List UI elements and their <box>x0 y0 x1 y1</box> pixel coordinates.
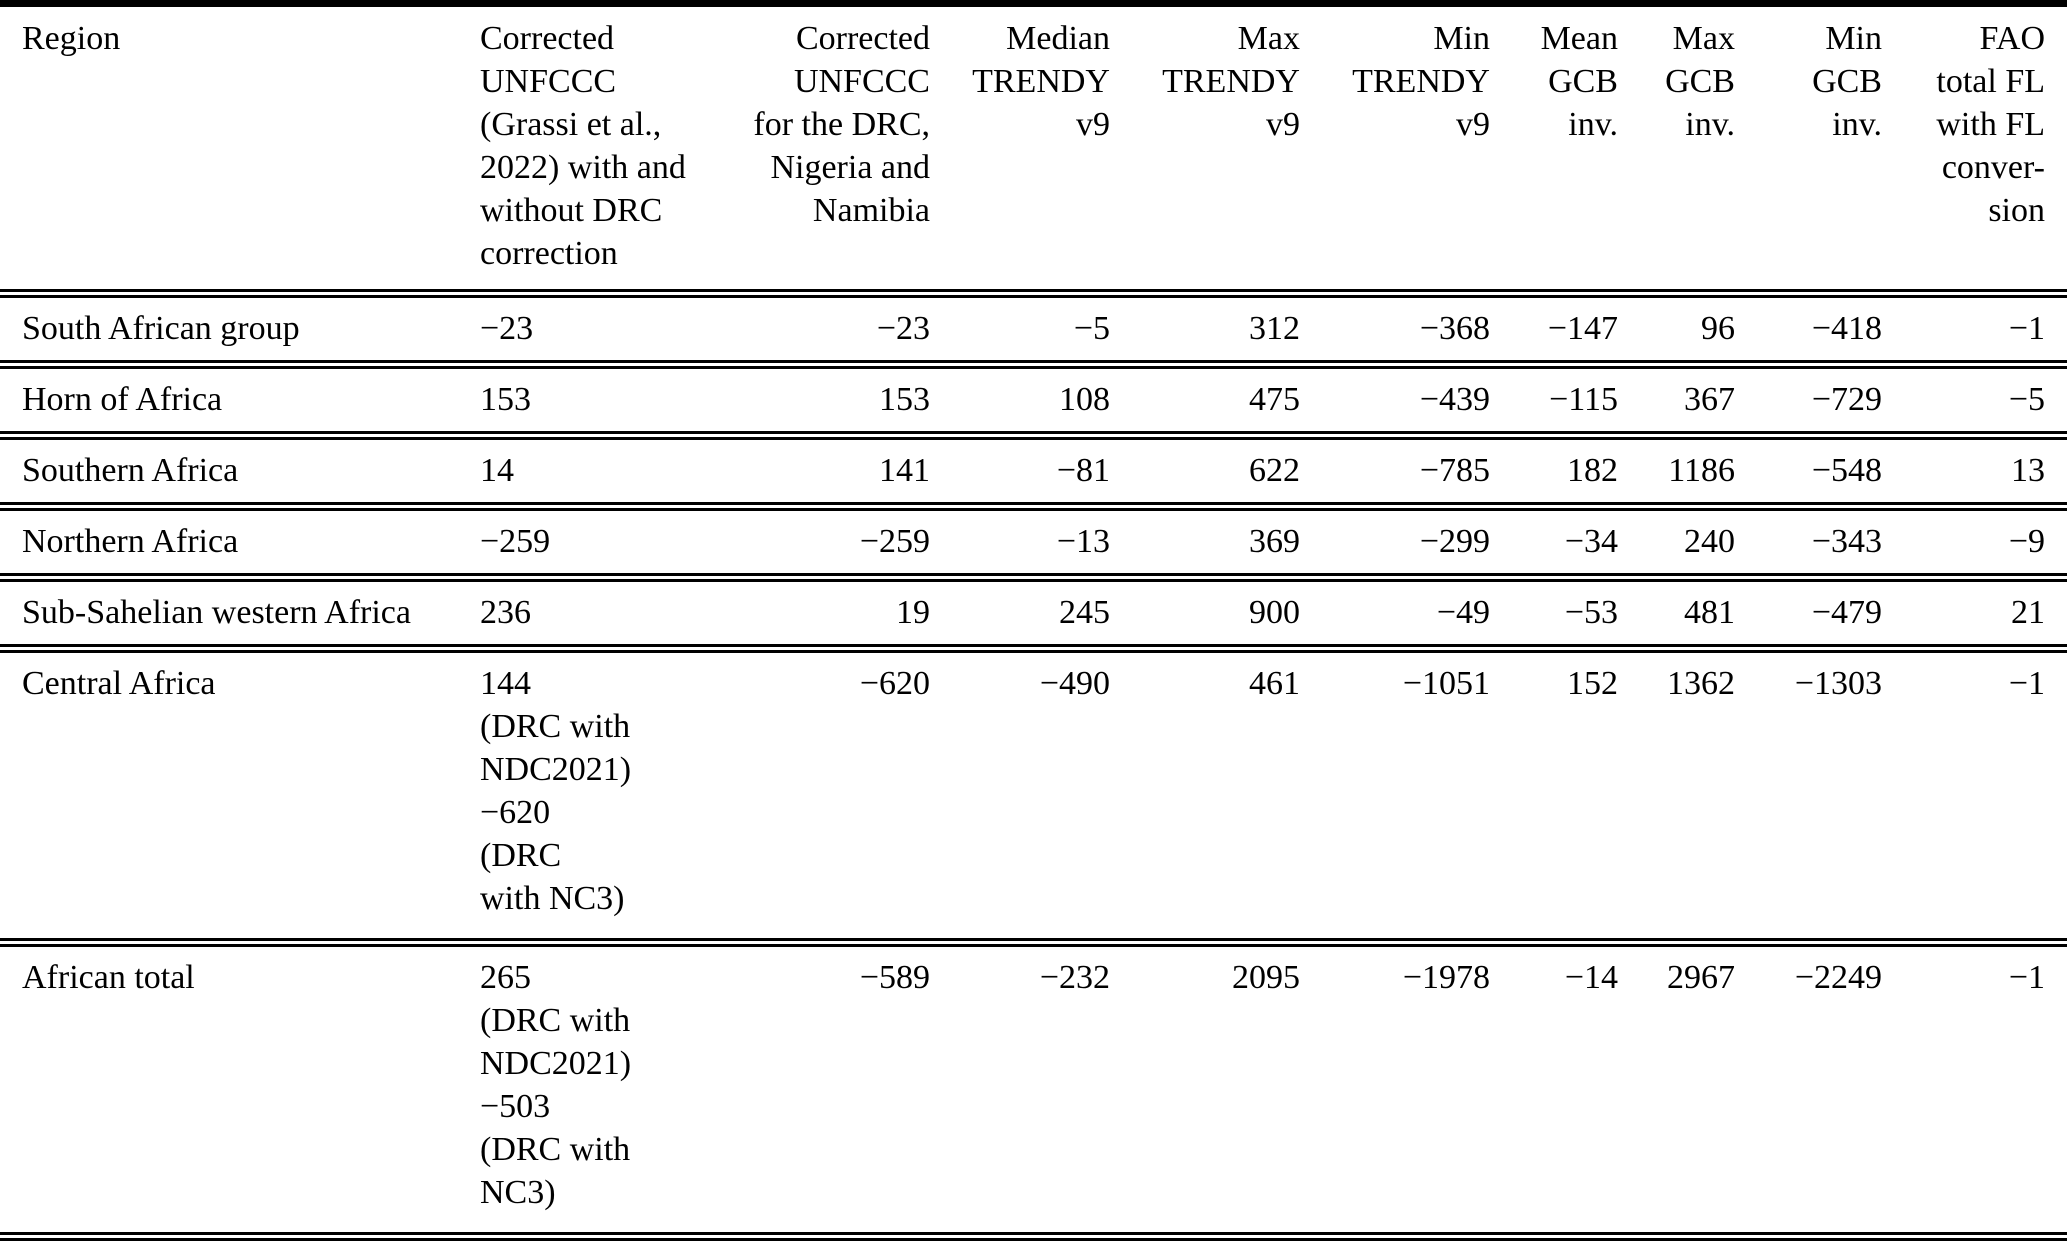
value-cell: 475 <box>1118 360 1308 436</box>
value-cell: −259 <box>708 502 938 578</box>
value-cell: 245 <box>938 573 1118 649</box>
value-cell: 153 <box>458 360 708 436</box>
table-body: South African group −23 −23 −5 312 −368 −147 96… <box>0 289 2067 1237</box>
value-cell: 481 <box>1626 573 1743 649</box>
value-cell: 141 <box>708 431 938 507</box>
value-cell: −53 <box>1498 573 1626 649</box>
value-cell: −418 <box>1743 289 1890 365</box>
value-cell: 1186 <box>1626 431 1743 507</box>
column-header: Corrected UNFCCC (Grassi et al., 2022) w… <box>480 20 686 272</box>
column-header: FAO total FL with FL conver- sion <box>1936 20 2045 229</box>
value-cell: 13 <box>1890 431 2067 507</box>
value-cell: −5 <box>1890 360 2067 436</box>
region-cell: African total <box>0 938 458 1237</box>
column-header: Min TRENDY v9 <box>1352 20 1490 143</box>
value-cell: −2249 <box>1743 938 1890 1237</box>
column-header: Mean GCB inv. <box>1540 20 1618 143</box>
value-cell: −115 <box>1498 360 1626 436</box>
value-cell: −81 <box>938 431 1118 507</box>
value-cell: −548 <box>1743 431 1890 507</box>
value-cell: −299 <box>1308 502 1498 578</box>
value-cell: 182 <box>1498 431 1626 507</box>
table-row: Horn of Africa 153 153 108 475 −439 −115 367 −72… <box>0 360 2067 436</box>
value-cell: 2967 <box>1626 938 1743 1237</box>
table-row: African total 265 (DRC with NDC2021) −503… <box>0 938 2067 1237</box>
value-cell: −49 <box>1308 573 1498 649</box>
value-cell: −343 <box>1743 502 1890 578</box>
value-cell: 240 <box>1626 502 1743 578</box>
table-row: Northern Africa −259 −259 −13 369 −299 −34 240−… <box>0 502 2067 578</box>
table-header: Region Corrected UNFCCC (Grassi et al., 2… <box>0 4 2067 294</box>
column-header: Max TRENDY v9 <box>1162 20 1300 143</box>
value-cell: −9 <box>1890 502 2067 578</box>
column-header: Corrected UNFCCC for the DRC, Nigeria an… <box>753 20 930 229</box>
value-cell: 108 <box>938 360 1118 436</box>
value-cell: 461 <box>1118 644 1308 943</box>
value-cell: −1051 <box>1308 644 1498 943</box>
table-row: South African group −23 −23 −5 312 −368 −147 96… <box>0 289 2067 365</box>
table-row: Southern Africa 14 141 −81 622 −785 182 1186 −54… <box>0 431 2067 507</box>
column-header: Min GCB inv. <box>1812 20 1882 143</box>
value-cell: −1 <box>1890 289 2067 365</box>
value-cell: −13 <box>938 502 1118 578</box>
value-cell: 900 <box>1118 573 1308 649</box>
region-cell: Horn of Africa <box>0 360 458 436</box>
value-cell: 14 <box>458 431 708 507</box>
value-cell: −259 <box>458 502 708 578</box>
value-cell: −589 <box>708 938 938 1237</box>
value-cell: −23 <box>708 289 938 365</box>
column-header: Region <box>22 20 121 57</box>
value-cell: −232 <box>938 938 1118 1237</box>
value-cell: 367 <box>1626 360 1743 436</box>
value-cell: −368 <box>1308 289 1498 365</box>
region-cell: Southern Africa <box>0 431 458 507</box>
value-cell: −1 <box>1890 644 2067 943</box>
value-cell: −785 <box>1308 431 1498 507</box>
value-cell: −5 <box>938 289 1118 365</box>
value-cell: 21 <box>1890 573 2067 649</box>
region-cell: South African group <box>0 289 458 365</box>
value-cell: 1362 <box>1626 644 1743 943</box>
column-header: Median TRENDY v9 <box>972 20 1110 143</box>
value-cell: 369 <box>1118 502 1308 578</box>
value-cell: −1 <box>1890 938 2067 1237</box>
value-cell: −1303 <box>1743 644 1890 943</box>
table-row: Central Africa 144 (DRC with NDC2021) −62… <box>0 644 2067 943</box>
value-cell: 96 <box>1626 289 1743 365</box>
value-cell: 622 <box>1118 431 1308 507</box>
region-cell: Northern Africa <box>0 502 458 578</box>
header-row: Region Corrected UNFCCC (Grassi et al., 2… <box>0 4 2067 294</box>
value-cell: −490 <box>938 644 1118 943</box>
value-cell: −729 <box>1743 360 1890 436</box>
value-cell: −147 <box>1498 289 1626 365</box>
value-cell: 19 <box>708 573 938 649</box>
value-cell: −439 <box>1308 360 1498 436</box>
value-cell: 265 (DRC with NDC2021) −503 (DRC with NC… <box>458 938 708 1237</box>
value-cell: −620 <box>708 644 938 943</box>
value-cell: 153 <box>708 360 938 436</box>
value-cell: −1978 <box>1308 938 1498 1237</box>
column-header: Max GCB inv. <box>1665 20 1735 143</box>
value-cell: 236 <box>458 573 708 649</box>
value-cell: −14 <box>1498 938 1626 1237</box>
value-cell: −34 <box>1498 502 1626 578</box>
value-cell: −479 <box>1743 573 1890 649</box>
table-row: Sub-Sahelian western Africa 236 19 245 900 −4… <box>0 573 2067 649</box>
value-cell: 144 (DRC with NDC2021) −620 (DRC with NC… <box>458 644 708 943</box>
value-cell: −23 <box>458 289 708 365</box>
value-cell: 152 <box>1498 644 1626 943</box>
region-cell: Sub-Sahelian western Africa <box>0 573 458 649</box>
region-cell: Central Africa <box>0 644 458 943</box>
value-cell: 2095 <box>1118 938 1308 1237</box>
value-cell: 312 <box>1118 289 1308 365</box>
